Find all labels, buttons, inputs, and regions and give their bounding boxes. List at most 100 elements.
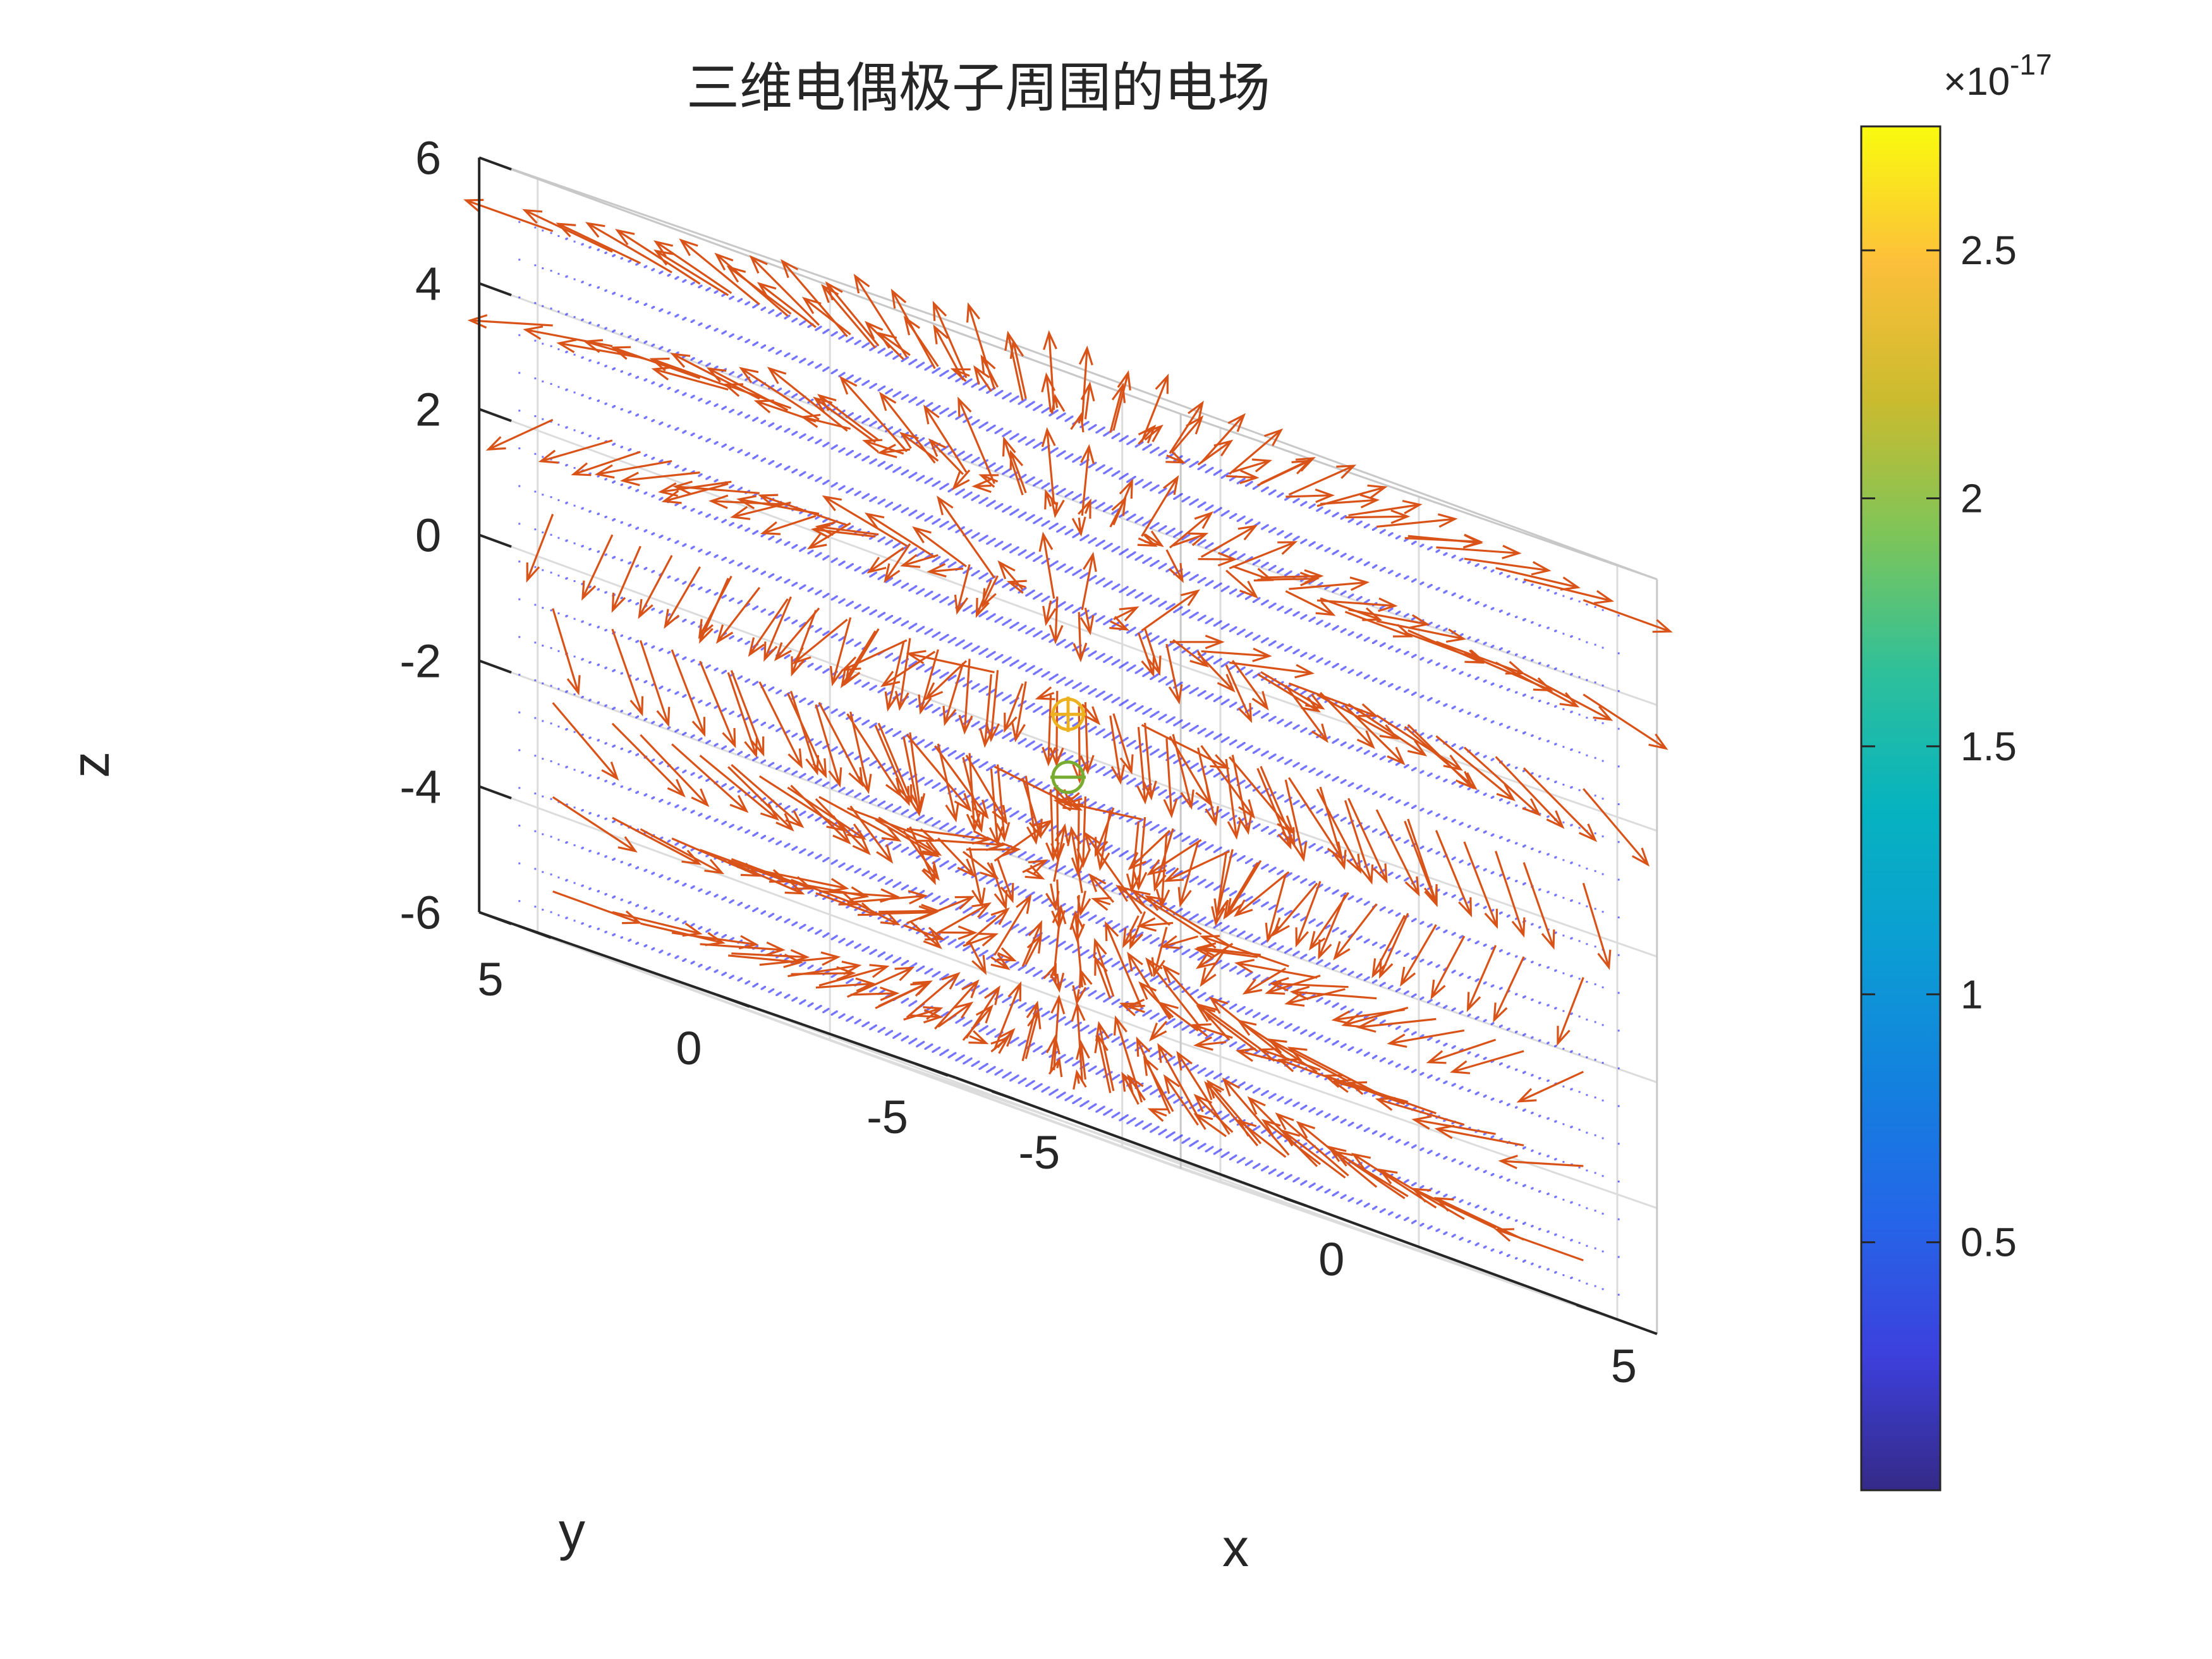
field-arrow-head xyxy=(1007,981,1022,1002)
field-arrow-shaft xyxy=(1150,1108,1167,1117)
field-arrow-head xyxy=(1200,967,1217,987)
field-arrow-shaft xyxy=(1172,639,1208,667)
z-tick-mark xyxy=(478,659,512,674)
field-arrow-shaft xyxy=(823,495,908,547)
field-arrow-head xyxy=(1498,1155,1518,1170)
field-arrow xyxy=(847,890,928,905)
field-arrow-shaft xyxy=(758,681,803,767)
field-arrow-head xyxy=(581,580,597,601)
field-arrow-shaft xyxy=(1198,1006,1258,1052)
field-arrow-shaft xyxy=(1131,821,1139,891)
field-arrow xyxy=(1196,942,1234,969)
field-arrow-head xyxy=(1050,994,1066,1014)
field-arrow-head xyxy=(653,249,674,266)
field-arrow-shaft xyxy=(1334,903,1378,959)
field-arrow-head xyxy=(1315,601,1336,616)
axis-ticks: -5 0 5 -5 0 5 -6 -4 -2 0 2 4 6 xyxy=(399,131,1636,1392)
field-arrow-shaft xyxy=(1077,800,1080,875)
field-arrow xyxy=(611,346,701,379)
z-tick-label: 0 xyxy=(415,509,441,561)
field-arrow-head xyxy=(984,985,1000,1006)
field-arrow-head xyxy=(858,902,878,916)
field-arrow-shaft xyxy=(1169,736,1211,805)
field-arrow xyxy=(1225,569,1259,599)
field-arrow-shaft xyxy=(866,513,936,559)
field-arrow-head xyxy=(1402,499,1423,514)
field-arrow-shaft xyxy=(1229,541,1296,569)
field-arrow-shaft xyxy=(1239,1120,1287,1158)
field-arrow-head xyxy=(1091,897,1112,911)
field-arrow-shaft xyxy=(680,239,760,306)
field-arrow xyxy=(1284,779,1308,862)
field-arrow-shaft xyxy=(612,911,700,935)
field-arrow xyxy=(1285,684,1328,743)
field-arrow-shaft xyxy=(1428,1038,1497,1064)
field-arrow-shaft xyxy=(976,580,992,616)
field-arrow-shaft xyxy=(1097,1035,1112,1093)
field-arrow-head xyxy=(933,324,949,344)
field-arrow xyxy=(594,460,672,479)
field-arrow-head xyxy=(1280,1129,1301,1147)
field-arrow-head xyxy=(1234,959,1255,973)
field-arrow-head xyxy=(784,880,805,895)
field-arrow xyxy=(1162,964,1231,1041)
field-arrow-shaft xyxy=(1162,935,1199,948)
field-arrow-shaft xyxy=(968,941,987,973)
field-arrow-shaft xyxy=(1215,853,1227,924)
field-arrow-shaft xyxy=(1260,671,1323,709)
field-arrow-head xyxy=(1359,864,1374,885)
field-arrow-shaft xyxy=(990,1037,1009,1053)
field-arrow xyxy=(727,766,794,832)
field-arrow-head xyxy=(1093,937,1107,959)
field-arrow-head xyxy=(945,802,959,823)
field-arrow-head xyxy=(783,953,803,968)
field-arrow-head xyxy=(877,444,897,459)
field-arrow xyxy=(485,418,554,451)
field-arrow xyxy=(1193,1093,1234,1133)
field-arrow-shaft xyxy=(1267,873,1287,941)
field-arrow-head xyxy=(866,557,887,574)
field-arrow-head xyxy=(1466,649,1487,664)
field-arrow-shaft xyxy=(822,285,877,349)
field-arrow xyxy=(1411,1188,1497,1230)
field-arrow-shaft xyxy=(708,367,789,411)
field-arrow xyxy=(739,367,820,421)
field-arrow xyxy=(1229,541,1298,569)
field-arrow-head xyxy=(736,495,757,509)
field-arrow-shaft xyxy=(1021,922,1042,968)
field-arrow xyxy=(638,555,673,619)
field-arrow-head xyxy=(1072,985,1087,1006)
field-arrow-shaft xyxy=(1273,882,1318,935)
field-arrow-shaft xyxy=(962,757,983,830)
field-arrow xyxy=(850,986,900,1001)
field-arrow xyxy=(774,607,820,662)
field-arrow-head xyxy=(995,822,1011,842)
field-arrow-shaft xyxy=(844,628,880,684)
field-arrow-head xyxy=(1122,928,1138,949)
field-arrow-shaft xyxy=(1493,956,1525,1021)
field-arrow xyxy=(1435,830,1473,918)
field-arrow-shaft xyxy=(874,724,910,805)
field-arrow-shaft xyxy=(846,713,901,796)
field-arrow-head xyxy=(1147,655,1162,676)
field-arrow-shaft xyxy=(850,992,897,996)
field-arrow xyxy=(763,596,792,662)
field-arrow-shaft xyxy=(623,471,700,482)
field-arrow-head xyxy=(957,925,978,940)
field-arrow-shaft xyxy=(913,527,967,568)
field-arrow-head xyxy=(1126,873,1141,894)
field-arrow-head xyxy=(932,300,947,321)
field-arrow-shaft xyxy=(1138,426,1155,445)
field-arrow-head xyxy=(985,722,1000,743)
field-arrow-shaft xyxy=(1583,787,1649,865)
z-tick-label: -4 xyxy=(399,760,441,813)
field-arrow-head xyxy=(1004,712,1018,733)
field-arrow-shaft xyxy=(937,837,975,877)
field-arrow-shaft xyxy=(906,973,959,1019)
field-arrow-shaft xyxy=(1074,913,1083,988)
field-arrow-head xyxy=(705,932,726,946)
field-arrow-head xyxy=(1143,1055,1159,1076)
field-arrow-shaft xyxy=(1344,705,1404,764)
field-arrow-shaft xyxy=(1045,600,1052,624)
field-arrow-head xyxy=(1242,978,1263,995)
